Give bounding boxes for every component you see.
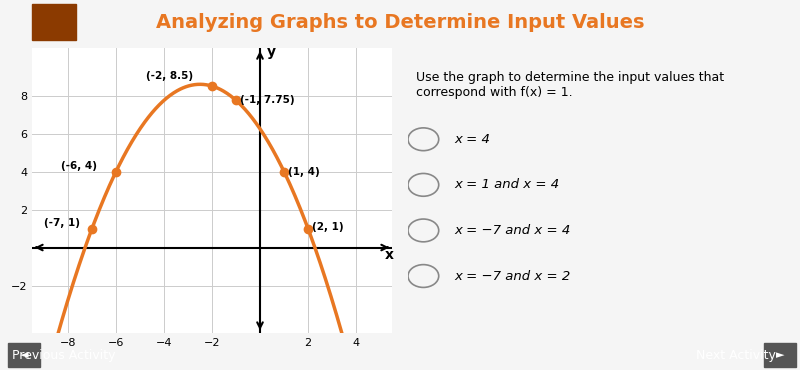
Bar [8,343,40,367]
Text: (-1, 7.75): (-1, 7.75) [240,95,294,105]
Text: Use the graph to determine the input values that
correspond with f(x) = 1.: Use the graph to determine the input val… [416,71,724,99]
Text: (-2, 8.5): (-2, 8.5) [146,71,193,81]
Text: (-6, 4): (-6, 4) [61,161,97,171]
Text: x = 1 and x = 4: x = 1 and x = 4 [454,178,559,191]
Text: x = −7 and x = 2: x = −7 and x = 2 [454,269,570,283]
Bar [764,343,796,367]
Text: Previous Activity: Previous Activity [12,349,116,362]
Text: (1, 4): (1, 4) [288,166,319,176]
Text: ◄: ◄ [20,350,28,360]
Bar [32,4,76,40]
Text: Try It: Try It [47,20,60,25]
Text: x = 4: x = 4 [454,133,490,146]
Text: Analyzing Graphs to Determine Input Values: Analyzing Graphs to Determine Input Valu… [156,13,644,32]
Text: (-7, 1): (-7, 1) [44,218,80,228]
Text: x: x [385,248,394,262]
Text: Next Activity: Next Activity [696,349,776,362]
Text: y: y [267,45,276,59]
Text: (2, 1): (2, 1) [312,222,343,232]
Text: x = −7 and x = 4: x = −7 and x = 4 [454,224,570,237]
Text: ►: ► [776,350,784,360]
